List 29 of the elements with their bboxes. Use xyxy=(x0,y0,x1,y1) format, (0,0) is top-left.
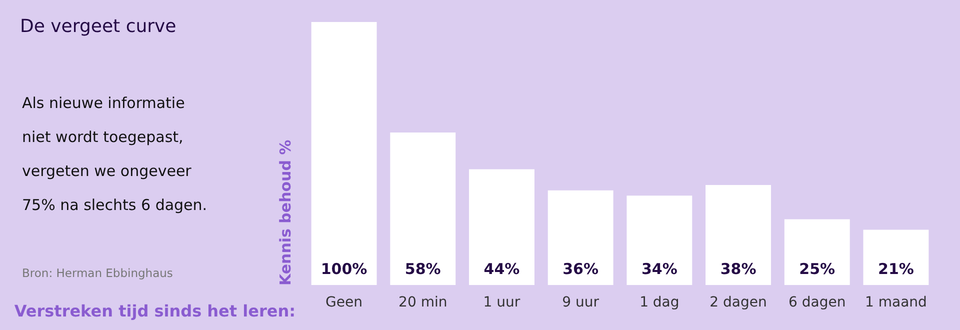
data-label: 100% xyxy=(320,260,368,278)
bar xyxy=(548,190,614,285)
bar xyxy=(784,219,850,285)
data-label: 38% xyxy=(720,260,756,278)
data-label: 34% xyxy=(641,260,678,278)
data-label: 25% xyxy=(799,260,836,278)
bar xyxy=(626,196,692,285)
bar xyxy=(469,169,534,285)
bar xyxy=(706,185,771,285)
data-label: 36% xyxy=(562,260,599,278)
x-tick-label: 20 min xyxy=(398,294,448,310)
x-tick-label: 1 dag xyxy=(640,294,680,310)
bar xyxy=(863,230,929,285)
x-tick-label: 1 maand xyxy=(865,294,927,310)
bar xyxy=(311,22,377,285)
text: Als nieuwe informatie niet wordt toegepast, vergeten we ongeveer 75% na slechts 6 dagen. xyxy=(22,94,208,214)
x-tick-label: 6 dagen xyxy=(788,294,846,310)
text: Bron: Herman Ebbinghaus xyxy=(22,266,173,280)
x-tick-label: Geen xyxy=(326,294,363,310)
data-label: 58% xyxy=(404,260,441,278)
data-label: 44% xyxy=(484,260,520,278)
x-axis-title: Verstreken tijd sinds het leren: xyxy=(14,302,296,320)
x-tick-label: 1 uur xyxy=(483,294,520,310)
bar xyxy=(390,132,456,285)
x-tick-label: 9 uur xyxy=(562,294,600,310)
data-label: 21% xyxy=(878,260,914,278)
text: De vergeet curve xyxy=(20,16,176,37)
x-tick-label: 2 dagen xyxy=(710,294,767,310)
y-axis-title: Kennis behoud % xyxy=(276,140,294,286)
